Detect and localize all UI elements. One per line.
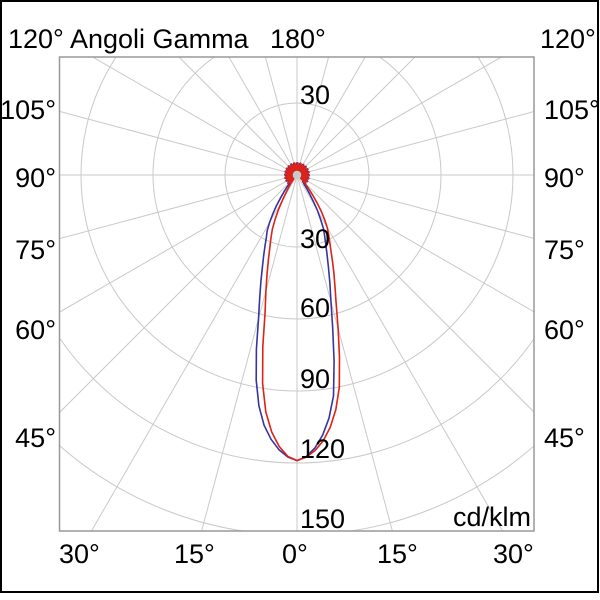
gamma-tick-right-45°: 45° [544,423,585,453]
angle-gridline [201,57,330,531]
gamma-tick-bottom-1: 15° [174,539,215,569]
radial-tick-0: 30 [300,80,331,110]
gamma-tick-right-90°: 90° [544,163,585,193]
gamma-tick-right-105°: 105° [544,95,600,125]
gamma-tick-right-60°: 60° [544,315,585,345]
radial-gridline [152,57,442,320]
corner-angle-label-right: 120° [540,24,596,54]
corner-angle-label-left: 120° [8,24,64,54]
gamma-tick-left-45°: 45° [15,423,56,453]
gamma-tick-left-75°: 75° [15,235,56,265]
radial-tick-4: 120 [300,434,346,464]
radial-gridline [59,336,534,464]
gamma-tick-right-75°: 75° [544,235,585,265]
radial-tick-3: 90 [300,364,331,394]
gamma-180-label: 180° [270,24,326,54]
gamma-tick-bottom-2: 0° [282,539,308,569]
chart-title: Angoli Gamma [70,24,249,54]
radial-gridline [224,102,370,248]
unit-label: cd/klm [452,502,531,532]
red-curve [261,162,341,462]
gamma-tick-left-90°: 90° [15,163,56,193]
radial-tick-5: 150 [300,504,346,534]
radial-gridline [80,57,514,392]
gamma-tick-bottom-3: 15° [377,539,418,569]
plot-frame [58,56,535,532]
gamma-tick-left-105°: 105° [0,95,56,125]
radial-tick-1: 30 [300,224,331,254]
gamma-tick-bottom-0: 30° [59,539,100,569]
gamma-tick-bottom-4: 30° [493,539,534,569]
gamma-tick-left-60°: 60° [15,315,56,345]
radial-tick-2: 60 [300,293,331,323]
